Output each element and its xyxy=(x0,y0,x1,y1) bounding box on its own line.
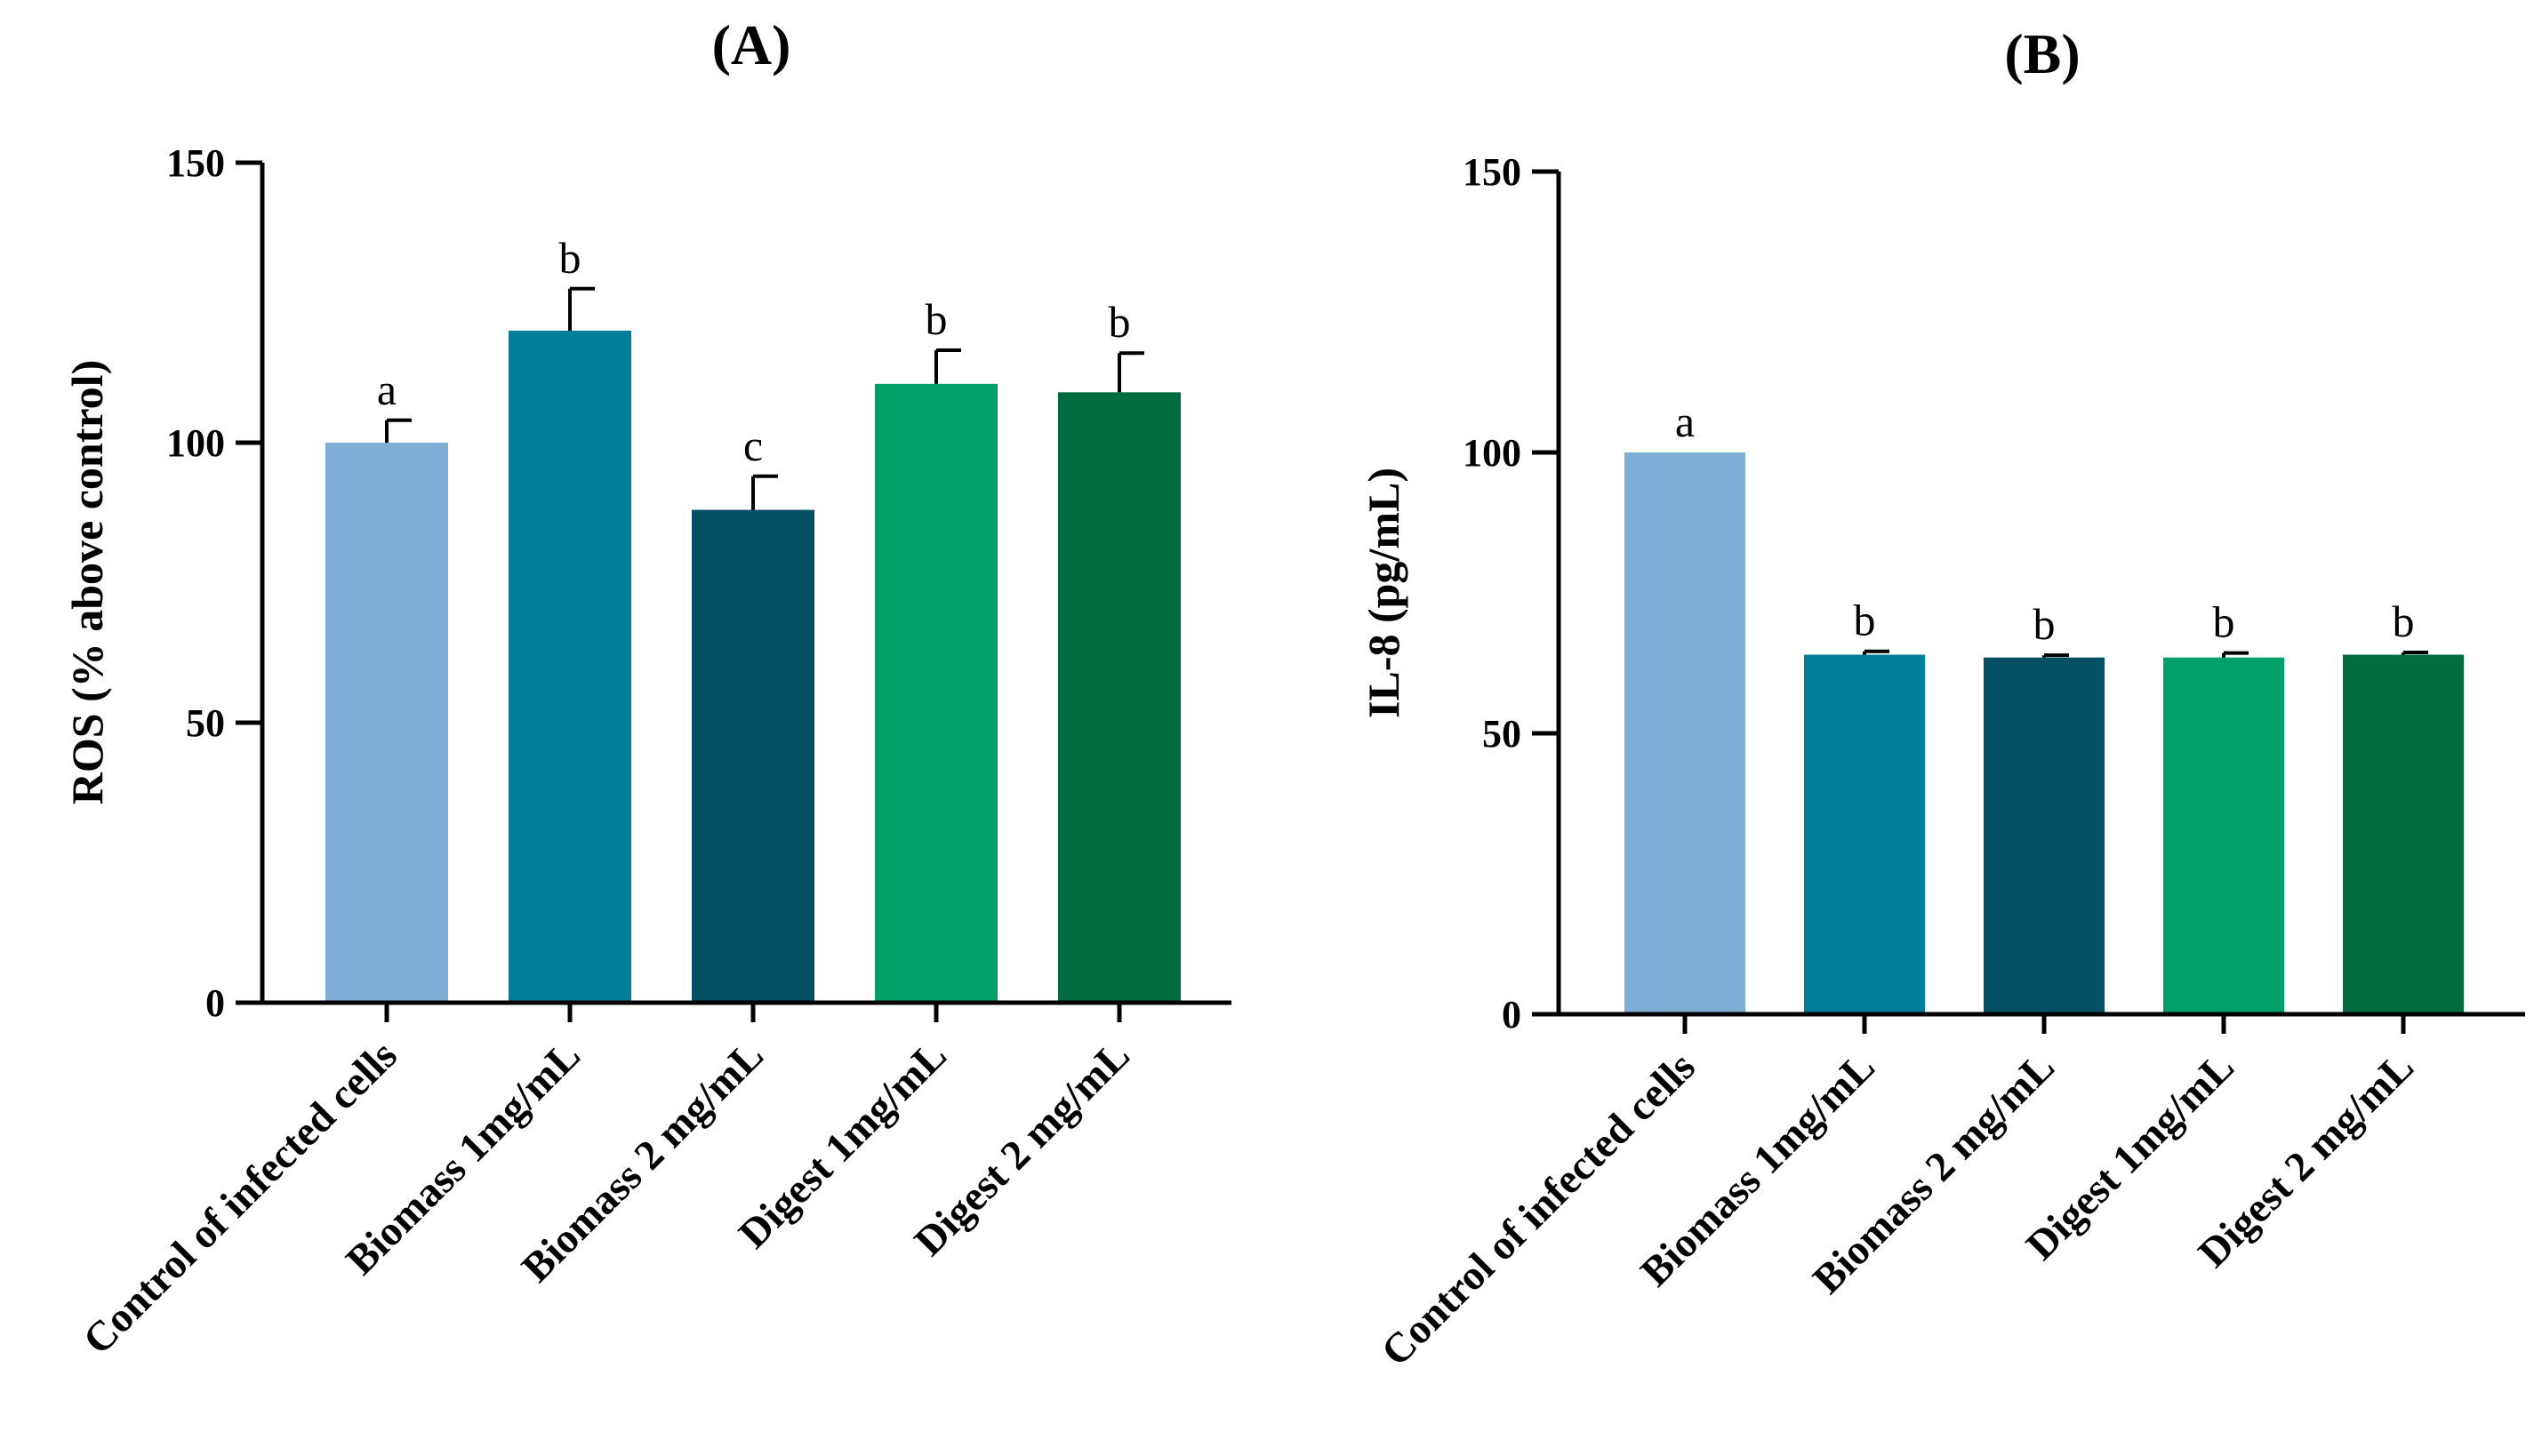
significance-letter-a-5: b xyxy=(1109,297,1131,347)
significance-letter-a-2: b xyxy=(559,233,581,283)
significance-letter-b-1: a xyxy=(1675,396,1695,446)
panel-title-a: (A) xyxy=(712,13,791,76)
panel-title-b: (B) xyxy=(2004,22,2080,85)
bar-a-3 xyxy=(692,509,814,1003)
bar-a-5 xyxy=(1058,392,1181,1003)
y-tick-label-b-50: 50 xyxy=(1482,712,1521,756)
significance-letter-a-3: c xyxy=(743,420,763,470)
y-axis-title-b: IL-8 (pg/mL) xyxy=(1359,468,1408,718)
y-tick-label-a-0: 0 xyxy=(205,981,225,1025)
y-tick-label-a-100: 100 xyxy=(166,421,225,465)
significance-letter-b-5: b xyxy=(2393,596,2415,646)
bar-b-3 xyxy=(1984,657,2105,1014)
y-tick-label-b-150: 150 xyxy=(1463,150,1521,194)
bar-b-4 xyxy=(2163,657,2284,1014)
chart-panel-a: (A) ROS (% above control) a Control of infe… xyxy=(62,13,1231,1364)
category-label-a-1: Control of infected cells xyxy=(75,1032,406,1364)
significance-letter-b-4: b xyxy=(2213,597,2235,647)
bar-a-4 xyxy=(875,383,998,1004)
chart-panel-b: (B) IL-8 (pg/mL) a Control of infected cell… xyxy=(1359,22,2525,1375)
bar-b-2 xyxy=(1804,654,1925,1014)
bar-a-1 xyxy=(325,443,448,1003)
significance-letter-b-3: b xyxy=(2033,599,2056,649)
significance-letter-a-4: b xyxy=(926,294,948,344)
y-tick-label-b-0: 0 xyxy=(1502,993,1521,1036)
bar-a-2 xyxy=(509,331,631,1003)
category-label-b-1: Control of infected cells xyxy=(1373,1044,1704,1375)
y-tick-label-a-150: 150 xyxy=(166,141,225,185)
y-axis-title-a: ROS (% above control) xyxy=(62,360,112,804)
y-tick-label-a-50: 50 xyxy=(186,701,225,745)
y-tick-label-b-100: 100 xyxy=(1463,431,1521,475)
bar-b-1 xyxy=(1624,452,1745,1014)
bar-b-5 xyxy=(2343,654,2464,1014)
significance-letter-b-2: b xyxy=(1854,596,1876,645)
significance-letter-a-1: a xyxy=(377,364,397,414)
